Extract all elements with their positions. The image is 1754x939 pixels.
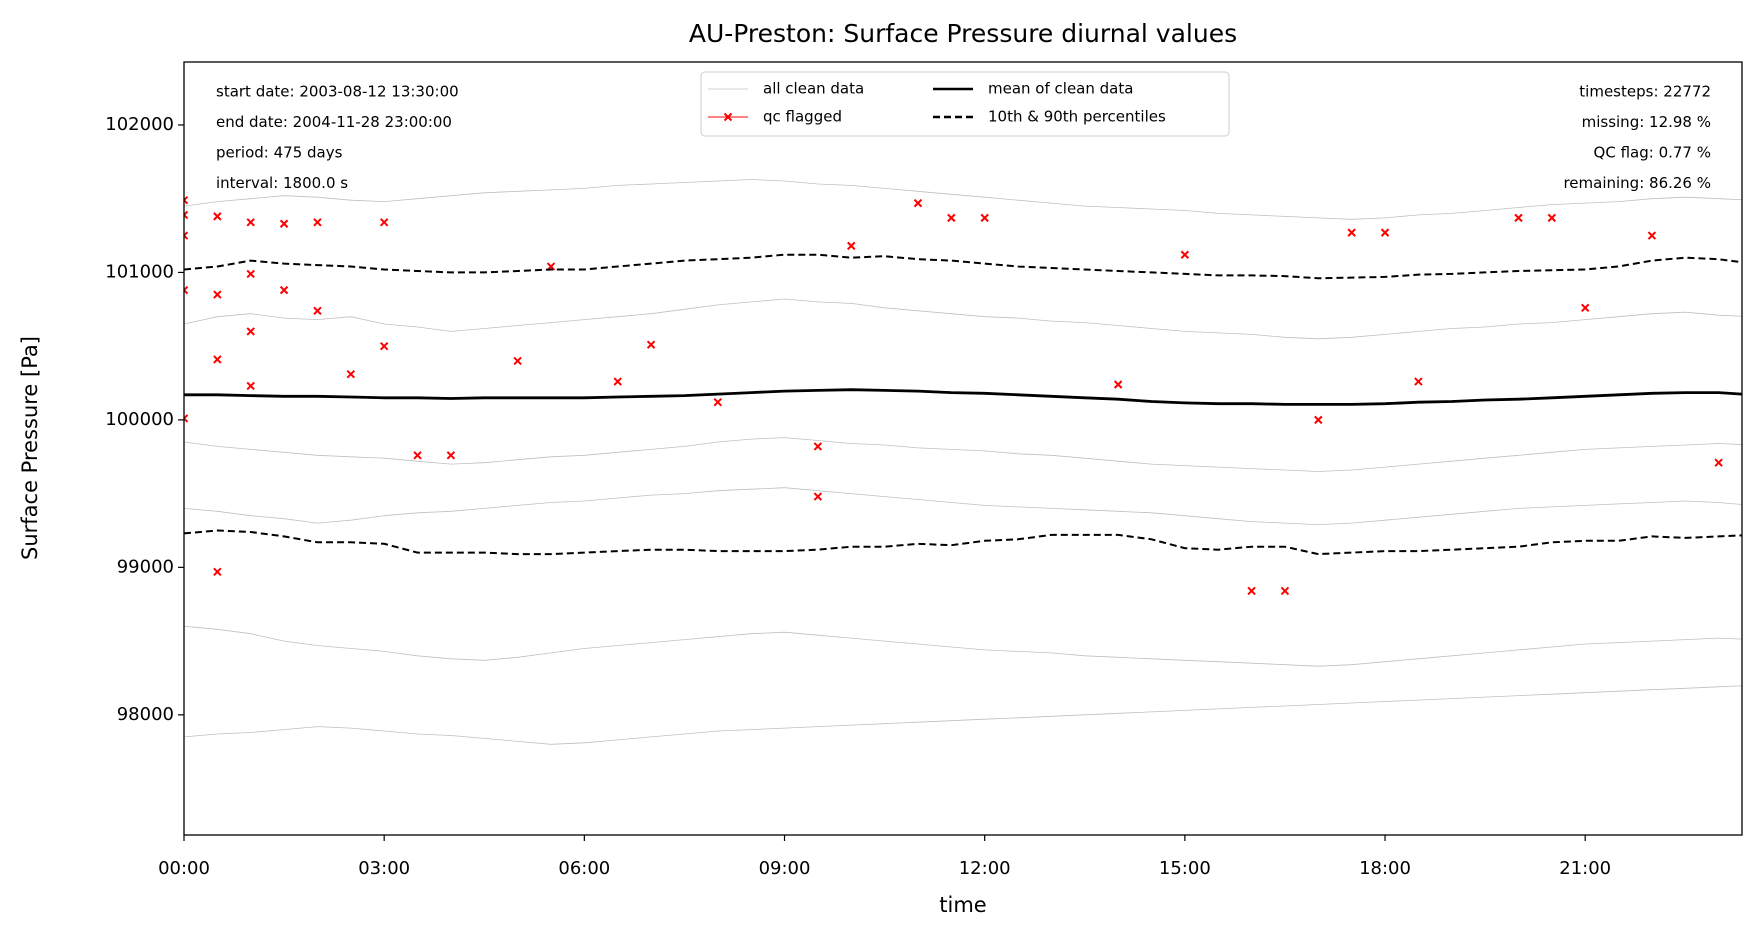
clean-data-line [184,685,1742,745]
qc-flag-marker [246,327,255,336]
qc-flag-marker [184,414,189,423]
qc-flag-marker [1280,586,1290,596]
clean-data-line [184,437,1742,472]
qc-flag-marker [1647,231,1657,240]
x-tick-label: 09:00 [759,858,811,879]
legend-label: qc flagged [763,108,842,126]
qc-flag-marker [184,231,189,240]
qc-flag-marker [646,340,656,349]
qc-flag-marker [947,213,956,223]
legend-marker [723,112,733,122]
legend-box [700,71,1230,137]
legend-label: all clean data [763,80,864,98]
percentile-line [184,253,1742,280]
qc-flag-marker [213,290,222,299]
percentile-line [184,529,1742,556]
legend-label: mean of clean data [988,80,1133,98]
qc-flag-marker [379,218,389,227]
qc-flag-marker [246,218,255,227]
x-tick-label: 03:00 [358,858,410,879]
info-text: end date: 2004-11-28 23:00:00 [216,113,452,131]
qc-flag-marker [279,219,289,228]
qc-flag-marker [1347,228,1356,237]
clean-data-line [184,179,1742,220]
qc-flag-marker [213,355,222,364]
qc-flag-marker [346,369,356,379]
qc-flag-marker [313,306,322,315]
x-tick-label: 12:00 [959,858,1011,879]
qc-flag-marker [446,451,456,460]
info-text: timesteps: 22772 [1579,83,1711,101]
qc-flag-marker [613,377,622,386]
info-text: start date: 2003-08-12 13:30:00 [216,83,459,101]
qc-flag-marker [1547,213,1557,223]
mean-line [184,388,1742,406]
qc-flag-marker [1749,213,1754,220]
qc-flag-marker [1113,380,1123,389]
info-text: interval: 1800.0 s [216,174,348,192]
info-text: QC flag: 0.77 % [1594,144,1711,162]
qc-flag-marker [413,451,422,460]
qc-flag-marker [1414,377,1423,386]
qc-flag-marker [513,356,522,366]
chart-title: AU-Preston: Surface Pressure diurnal val… [689,19,1237,48]
qc-flag-marker [1580,303,1590,313]
qc-flag-marker [847,241,856,251]
qc-flag-marker [1380,228,1390,237]
qc-flag-marker [279,285,289,295]
qc-flag-marker [213,567,222,576]
plot-area [184,179,1754,745]
qc-flag-marker [1714,458,1723,467]
y-tick-label: 98000 [117,704,174,725]
qc-flag-marker [246,269,255,279]
y-tick-label: 102000 [105,114,174,135]
qc-flag-marker [313,218,322,227]
x-tick-label: 18:00 [1359,858,1411,879]
qc-flag-marker [1247,586,1256,596]
y-tick-label: 99000 [117,556,174,577]
x-axis-label: time [939,893,986,917]
y-axis-label: Surface Pressure [Pa] [18,336,42,560]
overlay: 00:00 03:00 06:00 09:00 12:00 15:00 18:00 21:00… [105,71,1711,879]
info-text: period: 475 days [216,144,343,162]
qc-flag-marker [184,210,189,220]
qc-flag-marker [980,213,989,223]
qc-flag-marker [184,285,189,295]
x-tick-label: 21:00 [1559,858,1611,879]
info-text: missing: 12.98 % [1582,113,1711,131]
qc-flag-marker [379,341,389,351]
qc-flag-marker [813,442,823,451]
qc-flag-marker [1180,250,1190,259]
qc-flag-marker [813,492,823,501]
clean-data-line [184,625,1742,667]
legend-label: 10th & 90th percentiles [988,108,1166,126]
qc-flag-marker [246,381,255,391]
qc-flag-marker [213,212,222,221]
qc-flag-marker [1514,213,1523,223]
y-tick-label: 101000 [105,261,174,282]
clean-data-line [184,487,1742,526]
x-tick-label: 15:00 [1159,858,1211,879]
info-text: remaining: 86.26 % [1563,174,1711,192]
clean-data-line [184,298,1742,340]
plot-frame [183,61,1743,836]
qc-flag-marker [1314,415,1323,425]
y-tick-label: 100000 [105,409,174,430]
qc-flag-marker [713,397,722,407]
qc-flag-marker [184,195,189,205]
x-tick-label: 00:00 [158,858,210,879]
qc-flag-marker [913,198,923,208]
x-tick-label: 06:00 [558,858,610,879]
